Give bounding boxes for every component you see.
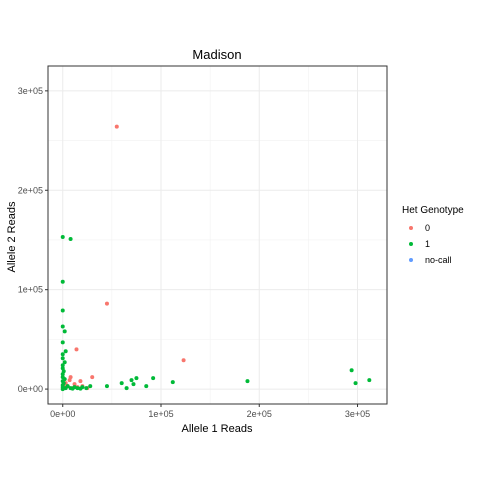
x-axis-title: Allele 1 Reads bbox=[182, 423, 253, 435]
point-series-1 bbox=[124, 386, 129, 391]
point-series-1 bbox=[349, 368, 354, 373]
legend-key-no-call bbox=[409, 258, 413, 262]
point-series-1 bbox=[68, 236, 73, 241]
x-tick-label: 0e+00 bbox=[50, 409, 75, 419]
legend-key-0 bbox=[409, 226, 413, 230]
point-series-1 bbox=[60, 324, 65, 329]
point-series-1 bbox=[119, 381, 124, 386]
legend-key-1 bbox=[409, 242, 413, 246]
point-series-1 bbox=[65, 384, 70, 389]
point-series-0 bbox=[78, 379, 83, 384]
plot-panel-border bbox=[47, 65, 388, 405]
y-tick-label: 1e+05 bbox=[18, 285, 43, 295]
point-series-0 bbox=[181, 358, 186, 363]
point-series-1 bbox=[60, 372, 65, 377]
y-tick-label: 0e+00 bbox=[18, 384, 43, 394]
point-series-1 bbox=[129, 378, 134, 383]
legend-label-no-call: no-call bbox=[425, 255, 452, 265]
legend-items: 0 1 no-call bbox=[409, 223, 452, 265]
point-series-1 bbox=[62, 360, 67, 365]
y-tick-label: 2e+05 bbox=[18, 185, 43, 195]
point-series-1 bbox=[170, 380, 175, 385]
point-series-1 bbox=[151, 376, 156, 381]
point-series-1 bbox=[62, 329, 67, 334]
point-series-1 bbox=[144, 384, 149, 389]
points-layer bbox=[60, 124, 372, 392]
point-series-1 bbox=[60, 363, 65, 368]
point-series-1 bbox=[63, 349, 68, 354]
point-series-1 bbox=[134, 376, 139, 381]
x-tick-label: 2e+05 bbox=[247, 409, 272, 419]
point-series-0 bbox=[114, 124, 119, 129]
legend: Het Genotype 0 1 no-call bbox=[402, 205, 464, 265]
point-series-0 bbox=[74, 347, 79, 352]
point-series-1 bbox=[131, 382, 136, 387]
point-series-1 bbox=[84, 386, 89, 391]
point-series-1 bbox=[60, 340, 65, 345]
point-series-1 bbox=[60, 352, 65, 357]
point-series-1 bbox=[60, 308, 65, 313]
chart-title: Madison bbox=[192, 47, 241, 62]
point-series-1 bbox=[353, 381, 358, 386]
point-series-1 bbox=[367, 378, 372, 383]
legend-label-1: 1 bbox=[425, 239, 430, 249]
point-series-0 bbox=[90, 375, 95, 380]
legend-label-0: 0 bbox=[425, 223, 430, 233]
point-series-0 bbox=[104, 301, 109, 306]
grid-layer bbox=[48, 66, 387, 404]
x-tick-label: 1e+05 bbox=[148, 409, 173, 419]
point-series-0 bbox=[72, 382, 77, 387]
point-series-0 bbox=[67, 378, 72, 383]
point-series-1 bbox=[104, 384, 109, 389]
plot-panel bbox=[48, 66, 387, 404]
legend-title: Het Genotype bbox=[402, 205, 464, 216]
x-tick-label: 3e+05 bbox=[345, 409, 370, 419]
point-series-1 bbox=[80, 385, 85, 390]
y-tick-label: 3e+05 bbox=[18, 86, 43, 96]
point-series-1 bbox=[60, 356, 65, 361]
point-series-1 bbox=[245, 379, 250, 384]
y-axis-title: Allele 2 Reads bbox=[6, 201, 18, 272]
point-series-1 bbox=[60, 279, 65, 284]
point-series-1 bbox=[60, 234, 65, 239]
point-series-1 bbox=[75, 386, 80, 391]
axis-layer: 0e+00 1e+05 2e+05 3e+05 0e+00 1e+05 2e+05 3e+05 bbox=[18, 86, 370, 419]
point-series-1 bbox=[88, 384, 93, 389]
